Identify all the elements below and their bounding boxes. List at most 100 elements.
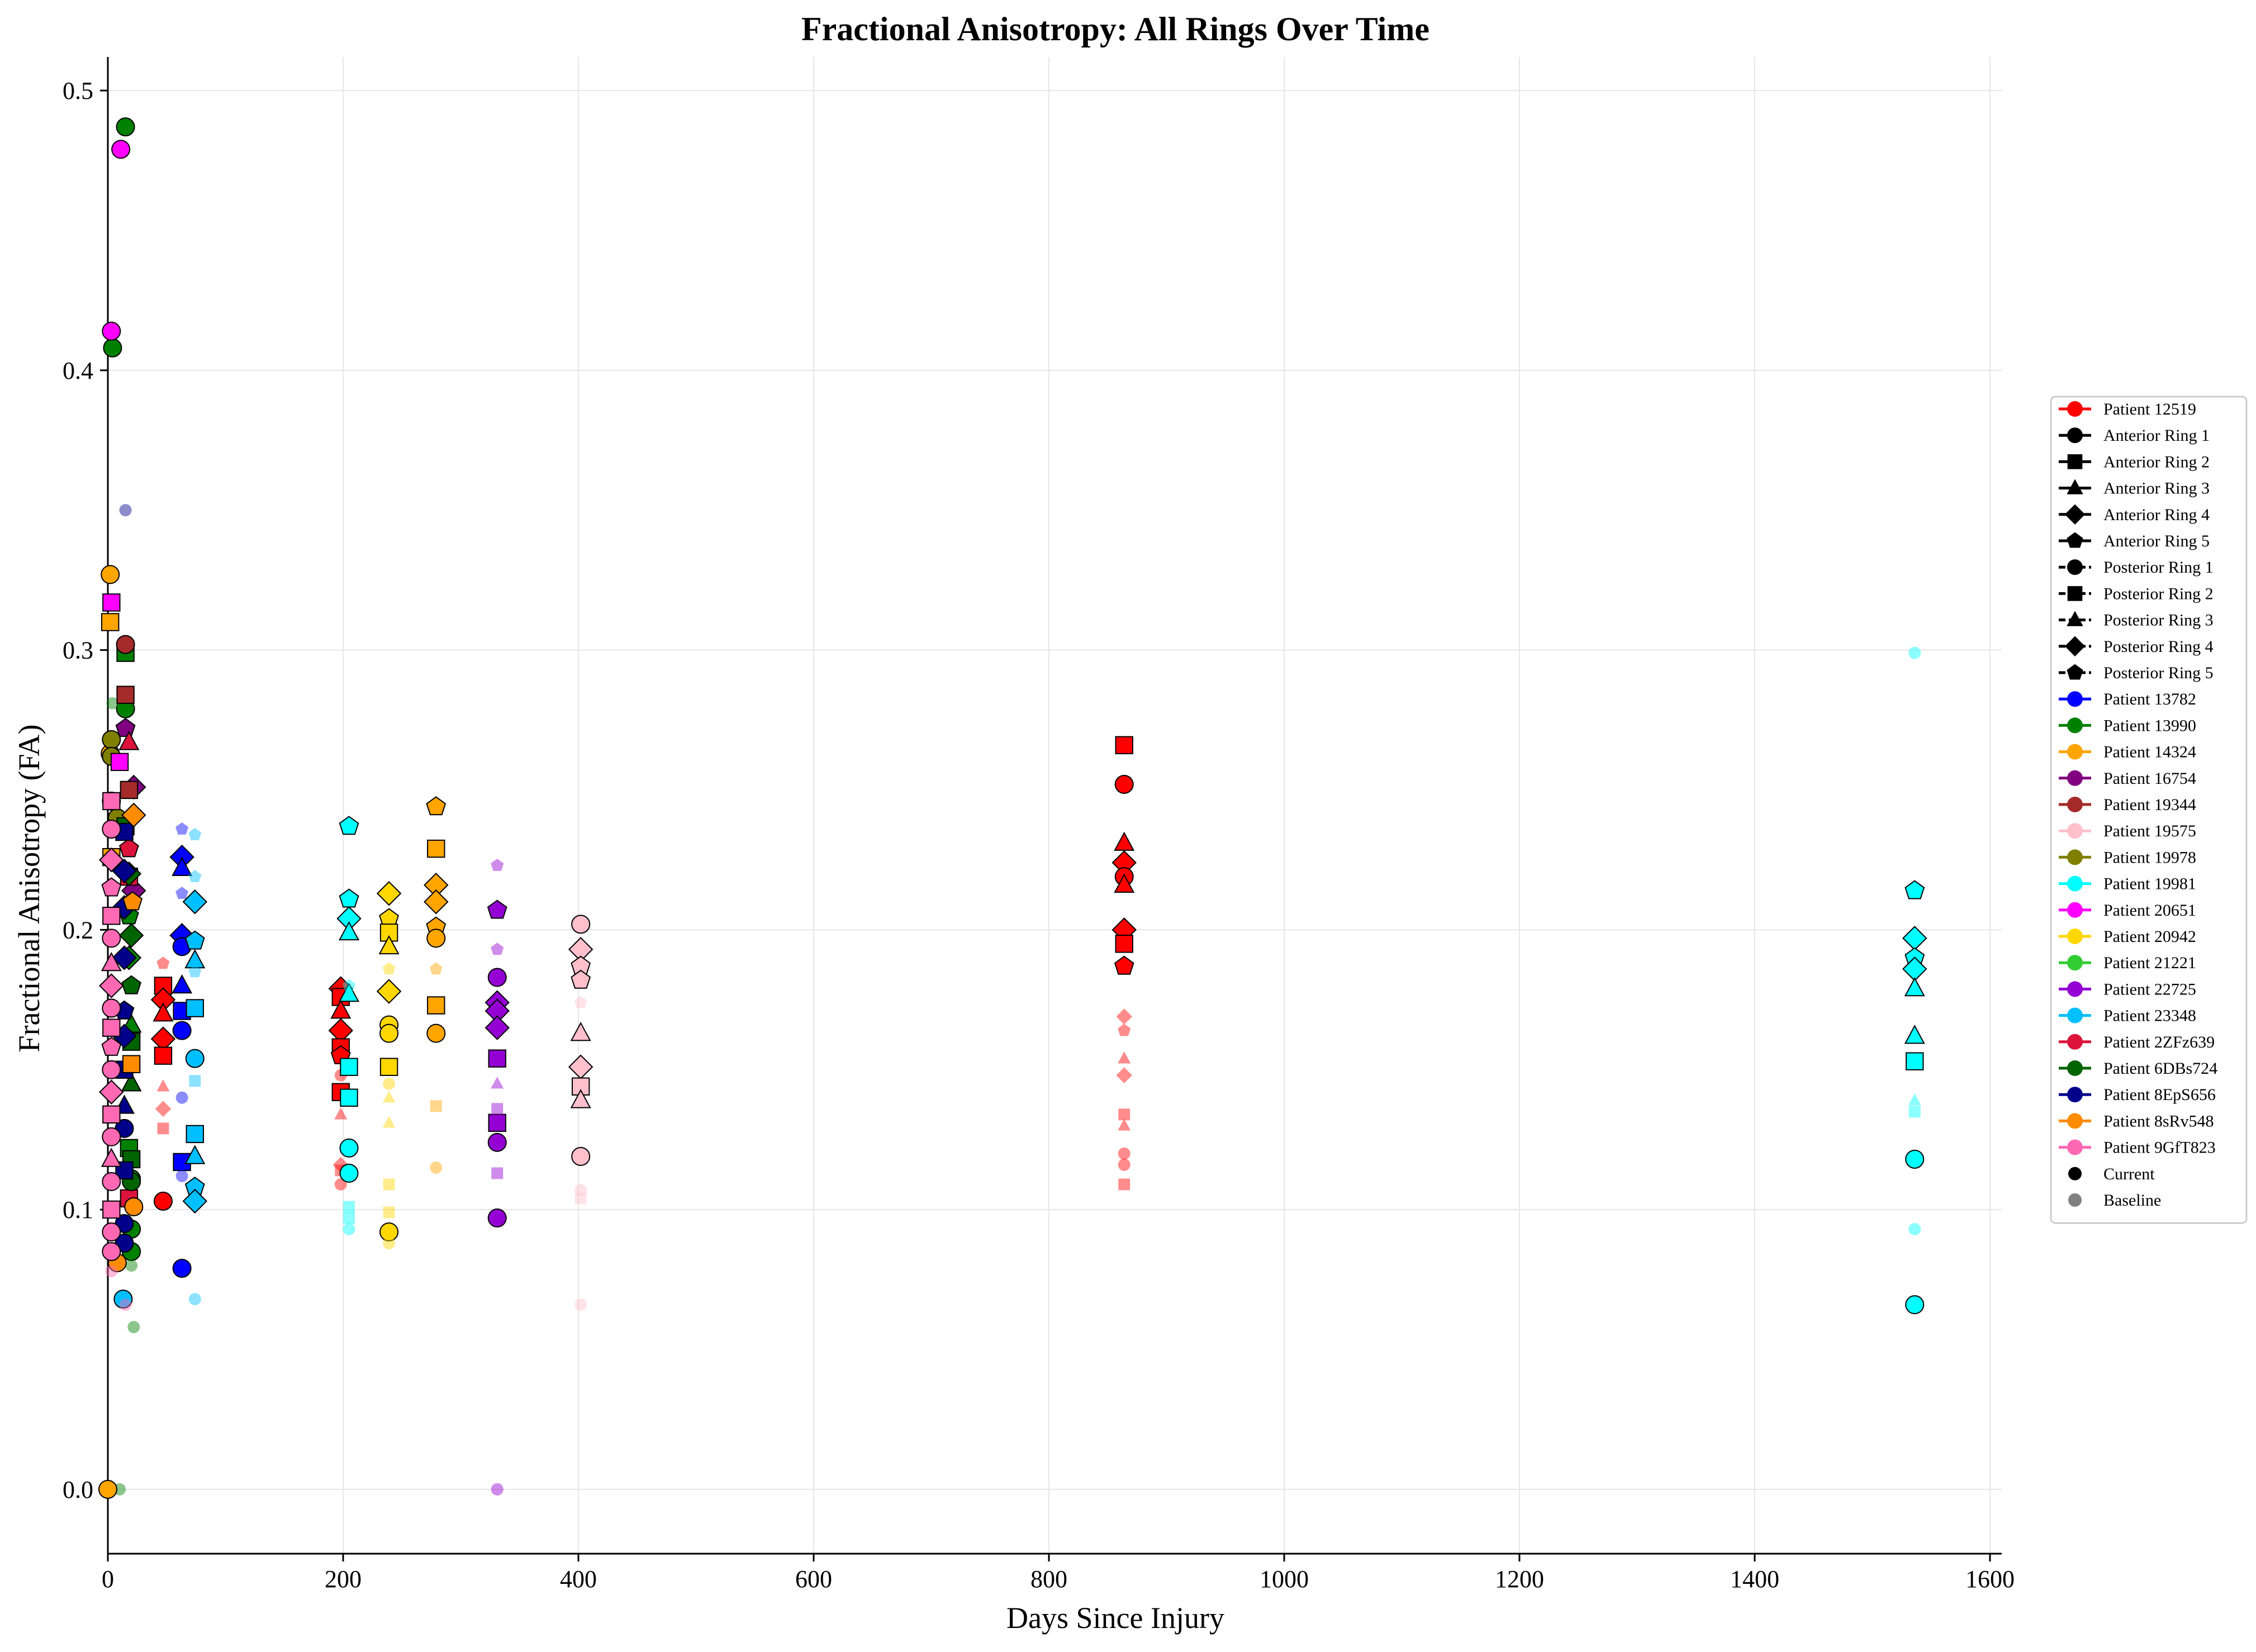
legend-label: Patient 13990	[2103, 716, 2196, 735]
current-point	[1904, 1025, 1925, 1044]
current-point	[1114, 774, 1134, 794]
legend-entry: Anterior Ring 3	[2059, 479, 2210, 498]
baseline-point	[1118, 1147, 1131, 1160]
series-patient-19981-baseline	[343, 646, 1921, 1236]
current-point	[172, 856, 193, 876]
current-point	[1114, 955, 1134, 975]
legend-label: Patient 20942	[2103, 927, 2196, 946]
x-tick-label: 800	[1030, 1565, 1067, 1593]
current-point	[102, 1172, 121, 1192]
legend-entry: Patient 13782	[2059, 690, 2196, 708]
legend-label: Patient 2ZFz639	[2103, 1033, 2215, 1051]
legend-marker	[2067, 479, 2083, 494]
y-tick-label: 0.1	[63, 1196, 93, 1223]
legend-entry: Posterior Ring 2	[2059, 584, 2214, 603]
current-point	[102, 792, 121, 811]
x-axis-label: Days Since Injury	[1006, 1601, 1224, 1635]
x-tick-label: 0	[102, 1565, 114, 1593]
legend-entry: Patient 2ZFz639	[2059, 1033, 2215, 1051]
current-point	[571, 1146, 591, 1166]
current-point	[487, 1208, 507, 1228]
legend-marker	[2067, 849, 2083, 865]
baseline-point	[188, 870, 202, 882]
baseline-point	[491, 1103, 504, 1115]
x-tick-label: 200	[325, 1565, 362, 1593]
current-point	[424, 889, 449, 915]
baseline-point	[1908, 1093, 1921, 1106]
current-point	[116, 117, 135, 137]
current-point	[153, 1192, 173, 1211]
series-patient-13782-baseline	[175, 822, 189, 1182]
current-point	[101, 565, 120, 584]
current-point	[111, 140, 131, 159]
baseline-point	[343, 979, 355, 992]
current-point	[98, 1479, 117, 1499]
current-point	[102, 820, 121, 839]
current-point	[339, 1163, 359, 1183]
legend-label: Anterior Ring 4	[2103, 506, 2210, 524]
legend-marker	[2067, 955, 2083, 971]
legend-marker	[2067, 664, 2083, 680]
legend-label: Posterior Ring 1	[2103, 558, 2214, 577]
current-point	[102, 1200, 121, 1219]
baseline-point	[491, 1483, 504, 1496]
x-tick-label: 1000	[1260, 1565, 1309, 1593]
legend-marker	[2067, 902, 2083, 918]
legend-entry: Patient 19978	[2059, 848, 2196, 867]
current-point	[339, 1138, 359, 1158]
legend-entry: Current	[2068, 1165, 2155, 1183]
baseline-point	[491, 1077, 504, 1089]
x-tick-label: 400	[560, 1565, 597, 1593]
current-point	[330, 999, 352, 1019]
baseline-point	[343, 1201, 355, 1213]
baseline-point	[382, 962, 396, 975]
series-patient-20942-baseline	[382, 962, 396, 1250]
data-marks	[98, 117, 1927, 1499]
legend-marker	[2067, 797, 2083, 812]
baseline-point	[334, 1107, 348, 1120]
current-point	[120, 780, 139, 799]
legend-entry: Patient 6DBs724	[2059, 1059, 2217, 1078]
legend-label: Patient 19978	[2103, 848, 2196, 867]
series-patient-12519-current	[150, 736, 1137, 1211]
current-point	[121, 975, 141, 994]
current-point	[488, 1113, 506, 1132]
legend-marker	[2064, 636, 2086, 656]
series-patient-23348-current	[113, 889, 207, 1309]
current-point	[571, 969, 591, 989]
current-point	[488, 1049, 506, 1068]
legend-label: Patient 13782	[2103, 690, 2196, 708]
legend-entry: Patient 20651	[2059, 901, 2196, 920]
legend-entry: Patient 21221	[2059, 954, 2196, 972]
series-patient-9gft823-current	[99, 792, 124, 1261]
series-patient-23348-baseline	[188, 828, 202, 1306]
current-point	[340, 1088, 358, 1107]
current-point	[102, 907, 121, 925]
legend-label: Patient 20651	[2103, 901, 2196, 920]
legend-marker	[2064, 504, 2086, 525]
current-point	[426, 929, 446, 948]
current-point	[379, 1023, 399, 1043]
x-tick-label: 600	[795, 1565, 832, 1593]
current-point	[110, 753, 129, 772]
legend-label: Anterior Ring 3	[2103, 479, 2210, 498]
current-point	[184, 930, 205, 950]
legend-marker	[2068, 1167, 2082, 1180]
legend-marker	[2067, 1113, 2083, 1129]
current-point	[102, 321, 121, 341]
current-point	[116, 635, 135, 654]
current-point	[113, 1289, 133, 1309]
current-point	[102, 1018, 121, 1037]
baseline-point	[574, 1298, 587, 1311]
current-point	[153, 1002, 174, 1022]
baseline-point	[1118, 1158, 1131, 1171]
legend-entry: Baseline	[2068, 1191, 2161, 1210]
current-point	[101, 951, 122, 972]
y-tick-label: 0.2	[63, 916, 93, 944]
y-tick-label: 0.3	[63, 637, 93, 664]
legend-marker	[2067, 586, 2083, 601]
legend-label: Posterior Ring 2	[2103, 584, 2214, 603]
current-point	[172, 974, 193, 994]
baseline-point	[1118, 1118, 1131, 1131]
